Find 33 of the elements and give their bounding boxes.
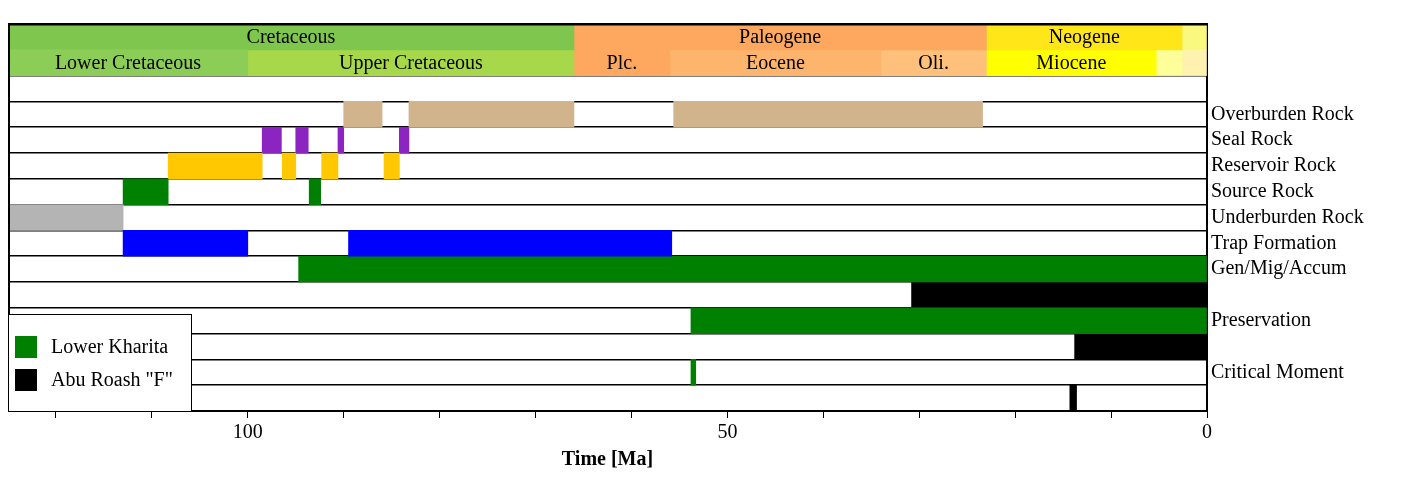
data-label: Eocene: [745, 50, 805, 73]
bar: [669, 49, 882, 76]
data-label: Plc.: [606, 50, 638, 73]
y-tick-label: Overburden Rock: [1211, 101, 1354, 124]
x-axis-title: Time [Ma]: [561, 447, 654, 470]
bar: [1181, 24, 1207, 51]
y-tick-label: Reservoir Rock: [1211, 153, 1336, 176]
y-tick-label: Source Rock: [1211, 178, 1314, 201]
y-tick-label: Underburden Rock: [1211, 204, 1364, 227]
y-tick-label: Gen/Mig/Accum: [1211, 256, 1347, 280]
x-tick-label: 100: [232, 420, 263, 443]
x-tick-label: 0: [1202, 420, 1212, 443]
y-tick-label: Trap Formation: [1211, 230, 1337, 254]
data-label: Neogene: [1048, 25, 1120, 49]
y-tick-label: Seal Rock: [1211, 127, 1293, 150]
bar: [1181, 49, 1207, 76]
bar: [880, 49, 987, 76]
bar: [690, 359, 697, 386]
legend-label: Lower Kharita: [51, 335, 169, 358]
bar: [1155, 49, 1183, 76]
data-label: Upper Cretaceous: [338, 50, 483, 74]
data-label: Oli.: [918, 50, 949, 73]
x-tick-label: 50: [717, 420, 738, 443]
data-label: Lower Cretaceous: [54, 50, 202, 73]
data-label: Miocene: [1036, 50, 1107, 73]
y-tick-label: Critical Moment: [1211, 359, 1345, 382]
bar: [690, 307, 1207, 334]
legend-label: Abu Roash "F": [51, 368, 173, 391]
data-label: Cretaceous: [246, 25, 336, 48]
data-label: Paleogene: [739, 25, 822, 49]
bar: [298, 255, 1207, 283]
bar: [8, 204, 124, 231]
y-tick-label: Preservation: [1211, 307, 1311, 330]
